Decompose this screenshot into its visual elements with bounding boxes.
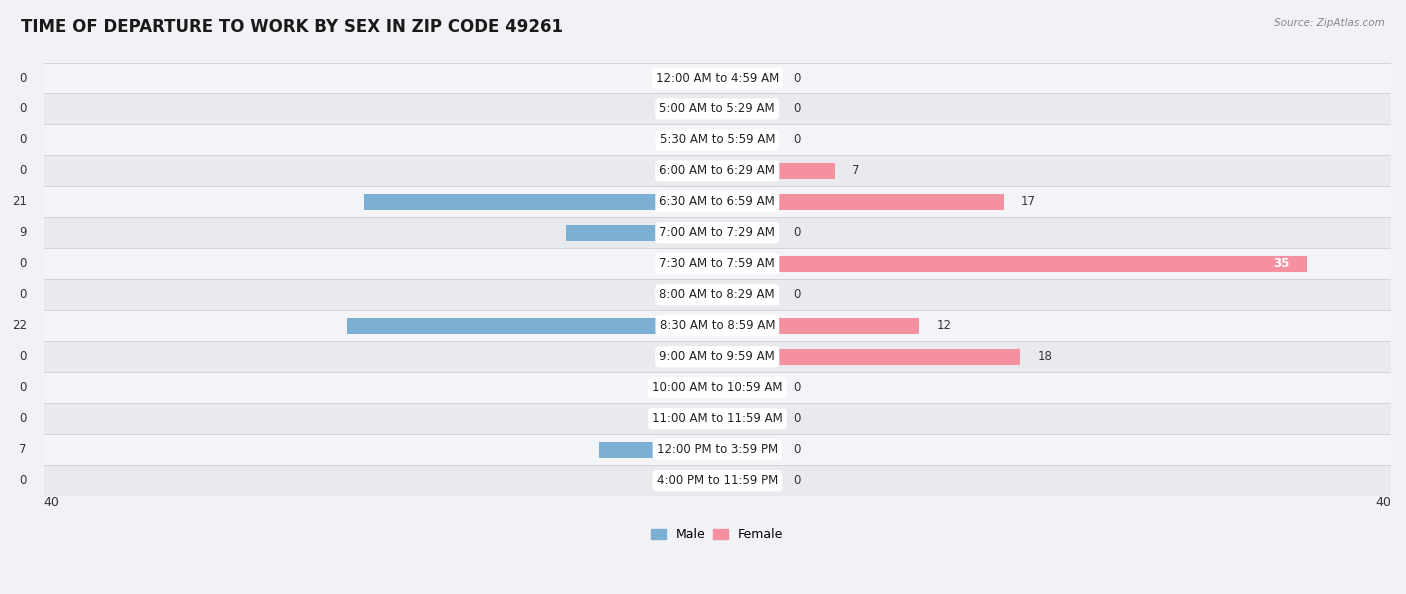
Bar [717,225,776,241]
Text: TIME OF DEPARTURE TO WORK BY SEX IN ZIP CODE 49261: TIME OF DEPARTURE TO WORK BY SEX IN ZIP … [21,18,562,36]
Text: 0: 0 [20,288,27,301]
Text: 0: 0 [20,134,27,147]
Bar [717,287,776,303]
Text: 0: 0 [20,71,27,84]
Bar [347,318,717,334]
Text: 22: 22 [11,319,27,332]
Text: 0: 0 [20,103,27,115]
Text: 0: 0 [793,474,800,487]
Text: 12:00 PM to 3:59 PM: 12:00 PM to 3:59 PM [657,443,778,456]
Text: 7: 7 [852,165,859,178]
Text: 40: 40 [1375,496,1391,509]
Text: 35: 35 [1274,257,1289,270]
Legend: Male, Female: Male, Female [645,523,789,546]
Bar [717,256,1306,272]
Text: 11:00 AM to 11:59 AM: 11:00 AM to 11:59 AM [652,412,783,425]
Bar [717,132,776,148]
Text: 17: 17 [1021,195,1035,208]
Bar [565,225,717,241]
Text: 0: 0 [793,381,800,394]
Bar [44,62,1391,93]
Text: 0: 0 [793,71,800,84]
Bar [44,465,1391,496]
Bar [717,441,776,458]
Bar [44,156,1391,187]
Bar [717,70,776,86]
Bar [658,101,717,117]
Text: 12: 12 [936,319,952,332]
Text: Source: ZipAtlas.com: Source: ZipAtlas.com [1274,18,1385,28]
Text: 6:00 AM to 6:29 AM: 6:00 AM to 6:29 AM [659,165,775,178]
Text: 10:00 AM to 10:59 AM: 10:00 AM to 10:59 AM [652,381,783,394]
Text: 0: 0 [20,474,27,487]
Text: 0: 0 [793,443,800,456]
Text: 0: 0 [793,134,800,147]
Text: 12:00 AM to 4:59 AM: 12:00 AM to 4:59 AM [655,71,779,84]
Text: 0: 0 [793,226,800,239]
Bar [658,132,717,148]
Bar [44,403,1391,434]
Text: 6:30 AM to 6:59 AM: 6:30 AM to 6:59 AM [659,195,775,208]
Text: 4:00 PM to 11:59 PM: 4:00 PM to 11:59 PM [657,474,778,487]
Text: 7:00 AM to 7:29 AM: 7:00 AM to 7:29 AM [659,226,775,239]
Bar [44,93,1391,125]
Text: 0: 0 [20,381,27,394]
Text: 0: 0 [20,350,27,363]
Bar [658,287,717,303]
Bar [658,256,717,272]
Text: 8:30 AM to 8:59 AM: 8:30 AM to 8:59 AM [659,319,775,332]
Text: 7:30 AM to 7:59 AM: 7:30 AM to 7:59 AM [659,257,775,270]
Bar [658,70,717,86]
Bar [44,341,1391,372]
Text: 0: 0 [20,165,27,178]
Bar [717,473,776,489]
Bar [717,349,1021,365]
Bar [717,380,776,396]
Text: 0: 0 [793,288,800,301]
Text: 0: 0 [20,257,27,270]
Text: 0: 0 [793,103,800,115]
Bar [658,473,717,489]
Bar [717,101,776,117]
Bar [658,163,717,179]
Bar [44,187,1391,217]
Text: 21: 21 [11,195,27,208]
Bar [717,410,776,426]
Text: 18: 18 [1038,350,1052,363]
Bar [717,194,1004,210]
Bar [44,434,1391,465]
Bar [599,441,717,458]
Bar [658,410,717,426]
Text: 8:00 AM to 8:29 AM: 8:00 AM to 8:29 AM [659,288,775,301]
Text: 0: 0 [20,412,27,425]
Bar [44,125,1391,156]
Bar [717,163,835,179]
Bar [364,194,717,210]
Bar [44,372,1391,403]
Text: 0: 0 [793,412,800,425]
Text: 9:00 AM to 9:59 AM: 9:00 AM to 9:59 AM [659,350,775,363]
Bar [44,248,1391,279]
Text: 5:00 AM to 5:29 AM: 5:00 AM to 5:29 AM [659,103,775,115]
Bar [658,380,717,396]
Bar [44,217,1391,248]
Bar [44,279,1391,310]
Text: 40: 40 [44,496,59,509]
Bar [717,318,920,334]
Text: 7: 7 [20,443,27,456]
Bar [658,349,717,365]
Bar [44,310,1391,341]
Text: 9: 9 [20,226,27,239]
Text: 5:30 AM to 5:59 AM: 5:30 AM to 5:59 AM [659,134,775,147]
